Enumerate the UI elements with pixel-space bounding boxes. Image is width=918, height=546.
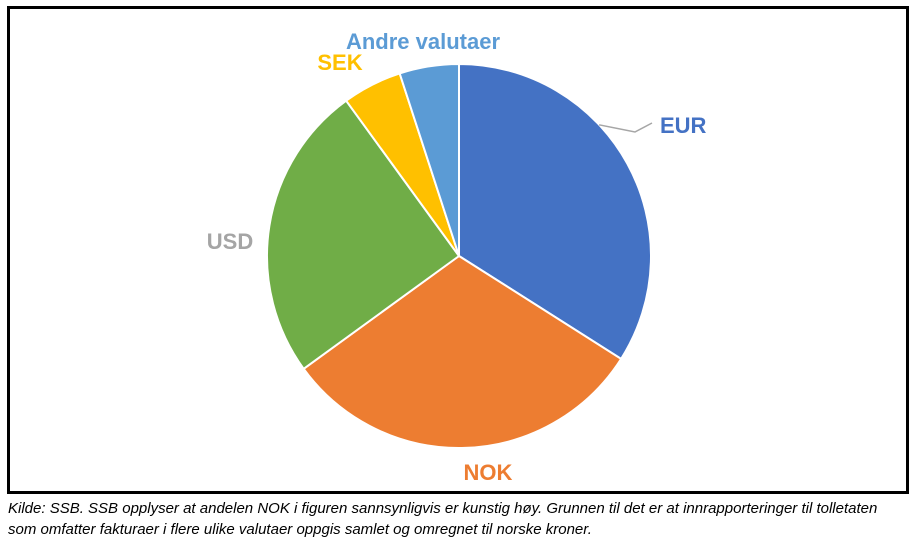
leader-line-eur	[598, 122, 653, 133]
pie-slices	[266, 62, 652, 449]
slice-label-sek: SEK	[317, 50, 362, 75]
pie-slice-usd	[266, 99, 461, 371]
pie-slice-nok	[302, 254, 623, 449]
source-caption: Kilde: SSB. SSB opplyser at andelen NOK …	[8, 500, 878, 538]
chart-frame: EUR NOK USD SEK Andre valutaer	[7, 6, 909, 494]
slice-label-eur: EUR	[660, 113, 707, 138]
pie-slice-andre-valutaer	[398, 62, 460, 257]
leader-lines	[598, 122, 653, 133]
pie-slice-eur	[458, 62, 652, 361]
slice-label-usd: USD	[207, 229, 253, 254]
slice-label-nok: NOK	[464, 460, 513, 485]
slice-label-andre-valutaer: Andre valutaer	[346, 29, 500, 54]
